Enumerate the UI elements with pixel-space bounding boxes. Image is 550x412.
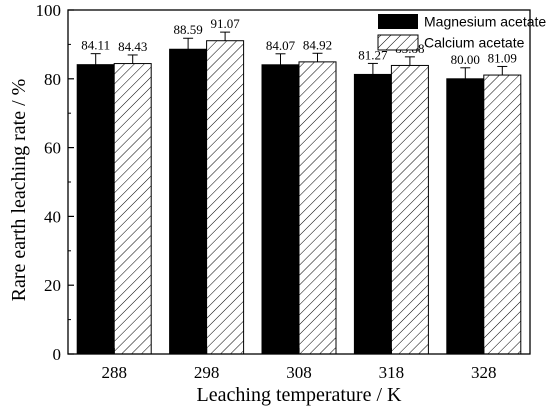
legend-swatch-calcium-acetate [377,34,419,51]
y-tick-label: 100 [36,1,62,20]
bar-magnesium-acetate-288 [76,64,115,355]
data-label-calcium-acetate-308: 84.92 [303,37,332,52]
bar-calcium-acetate-298 [206,40,245,355]
y-tick-label: 40 [44,207,61,226]
x-tick-label: 298 [194,363,220,382]
y-tick-label: 60 [44,139,61,158]
bar-calcium-acetate-318 [390,64,429,355]
data-label-magnesium-acetate-318: 81.27 [358,47,388,62]
y-tick-label: 0 [53,345,62,364]
error-bars-layer [90,31,508,79]
data-label-magnesium-acetate-328: 80.00 [451,52,480,67]
legend: Magnesium acetate Calcium acetate [377,14,546,51]
bars-layer [76,40,522,355]
data-labels-layer: 84.1184.4388.5991.0784.0784.9281.2783.88… [81,16,517,67]
bar-magnesium-acetate-308 [261,64,300,355]
x-tick-label: 318 [379,363,405,382]
data-label-magnesium-acetate-308: 84.07 [266,38,296,53]
data-label-calcium-acetate-298: 91.07 [210,16,240,31]
y-tick-label: 80 [44,70,61,89]
data-label-magnesium-acetate-288: 84.11 [81,38,110,53]
x-tick-label: 308 [286,363,312,382]
y-axis-title: Rare earth leaching rate / % [8,79,30,302]
bar-magnesium-acetate-298 [169,48,208,355]
data-label-calcium-acetate-328: 81.09 [488,50,517,65]
x-tick-label: 328 [471,363,497,382]
data-label-calcium-acetate-288: 84.43 [118,39,147,54]
bar-magnesium-acetate-318 [353,73,392,355]
x-tick-label: 288 [101,363,127,382]
y-tick-label: 20 [44,276,61,295]
legend-label-magnesium-acetate: Magnesium acetate [424,14,546,30]
bar-magnesium-acetate-328 [446,78,485,355]
legend-swatch-magnesium-acetate [378,14,418,29]
bar-calcium-acetate-328 [483,74,522,355]
ticks-layer: 0 20 40 60 80 100 288 298 308 318 328 [36,1,497,382]
x-axis-title: Leaching temperature / K [197,384,402,406]
data-label-magnesium-acetate-298: 88.59 [173,22,202,37]
legend-label-calcium-acetate: Calcium acetate [424,35,525,51]
bar-calcium-acetate-288 [113,63,152,355]
bar-calcium-acetate-308 [298,61,337,355]
